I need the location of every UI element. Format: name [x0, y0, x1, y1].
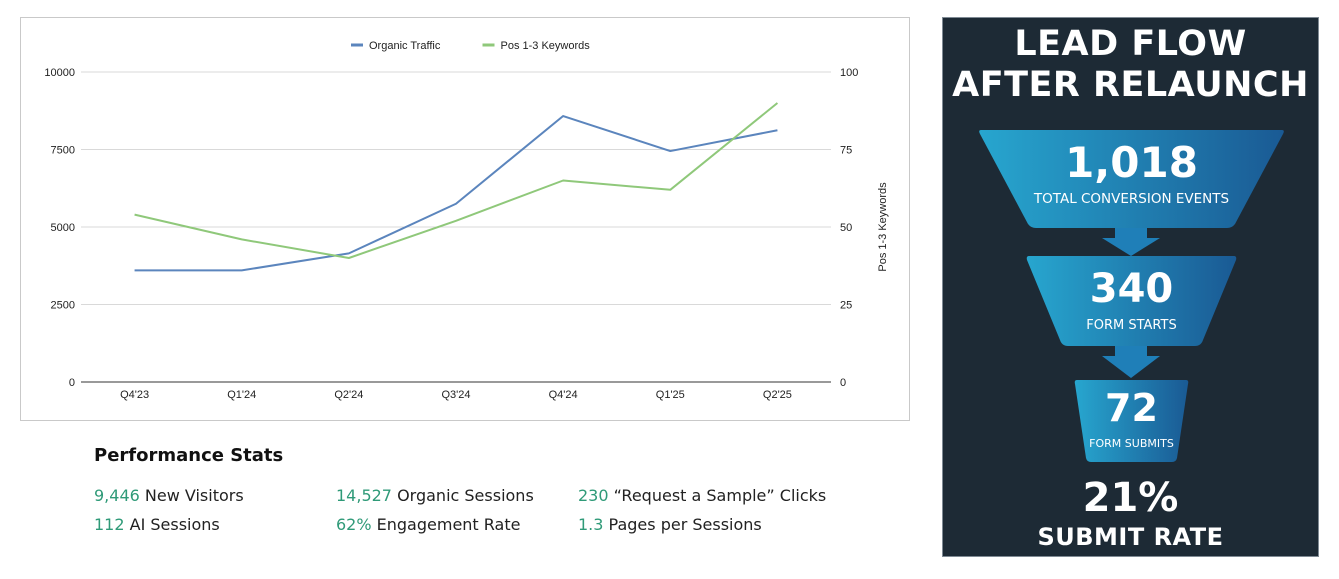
x-tick-label: Q4'23 [120, 389, 149, 401]
legend-label: Pos 1-3 Keywords [501, 40, 591, 52]
stage-value: 340 [1089, 266, 1174, 312]
y-left-tick-label: 0 [69, 377, 75, 389]
legend-label: Organic Traffic [369, 40, 441, 52]
submit-rate-value: 21% [1082, 475, 1179, 521]
stat-label: New Visitors [139, 486, 244, 505]
stat-sample-clicks: 230 “Request a Sample” Clicks [578, 486, 878, 505]
stat-value: 14,527 [336, 486, 392, 505]
y-right-tick-label: 0 [840, 377, 846, 389]
x-tick-label: Q1'24 [227, 389, 256, 401]
y-right-tick-label: 25 [840, 300, 852, 312]
y-left-tick-label: 2500 [51, 300, 75, 312]
x-tick-label: Q4'24 [549, 389, 578, 401]
stat-value: 1.3 [578, 515, 604, 534]
y-right-tick-label: 100 [840, 67, 858, 79]
line-chart: 0 2500 5000 7500 10000 0 25 50 75 100 Q4'23 Q1'24 Q2… [44, 40, 889, 401]
x-tick-label: Q2'24 [334, 389, 363, 401]
stat-label: Engagement Rate [371, 515, 521, 534]
stats-title: Performance Stats [94, 445, 284, 466]
funnel-title-line2: AFTER RELAUNCH [952, 65, 1309, 105]
stage-value: 1,018 [1065, 138, 1198, 187]
stage-label: FORM SUBMITS [1089, 437, 1174, 450]
y-left-tick-label: 10000 [44, 67, 75, 79]
y-left-tick-label: 7500 [51, 145, 75, 157]
stat-label: “Request a Sample” Clicks [608, 486, 827, 505]
stat-new-visitors: 9,446 New Visitors [94, 486, 336, 505]
x-tick-label: Q2'25 [763, 389, 792, 401]
performance-stats: Performance Stats 9,446 New Visitors 14,… [94, 445, 914, 534]
stage-label: FORM STARTS [1086, 318, 1177, 333]
stat-engagement-rate: 62% Engagement Rate [336, 515, 578, 534]
series-line-1 [134, 115, 778, 272]
y-right-tick-label: 50 [840, 222, 852, 234]
funnel-title: LEAD FLOW AFTER RELAUNCH [943, 24, 1318, 106]
stage-label: TOTAL CONVERSION EVENTS [1033, 191, 1230, 207]
arrow-1-head [1102, 238, 1160, 256]
stat-pages-per-session: 1.3 Pages per Sessions [578, 515, 878, 534]
stat-label: Pages per Sessions [603, 515, 762, 534]
stat-value: 230 [578, 486, 609, 505]
stat-value: 9,446 [94, 486, 140, 505]
stat-organic-sessions: 14,527 Organic Sessions [336, 486, 578, 505]
stat-value: 112 [94, 515, 125, 534]
y-left-tick-label: 5000 [51, 222, 75, 234]
arrow-2-head [1102, 356, 1160, 378]
x-tick-label: Q1'25 [656, 389, 685, 401]
stat-label: AI Sessions [124, 515, 220, 534]
stat-label: Organic Sessions [391, 486, 534, 505]
x-tick-label: Q3'24 [441, 389, 470, 401]
y-right-axis-title: Pos 1-3 Keywords [877, 182, 889, 272]
stage-value: 72 [1105, 386, 1158, 430]
submit-rate-label: SUBMIT RATE [1037, 523, 1224, 551]
funnel-stage-2-shape [1026, 256, 1237, 346]
funnel-graphic [979, 130, 1284, 462]
funnel-stage-3-shape [1074, 380, 1189, 462]
funnel-stage-1-shape [979, 130, 1284, 228]
y-right-tick-label: 75 [840, 145, 852, 157]
chart-panel: 0 2500 5000 7500 10000 0 25 50 75 100 Q4'23 Q1'24 Q2… [20, 17, 910, 421]
stats-grid: 9,446 New Visitors 14,527 Organic Sessio… [94, 486, 914, 534]
stat-ai-sessions: 112 AI Sessions [94, 515, 336, 534]
funnel-title-line1: LEAD FLOW [1014, 24, 1247, 64]
series-line-2 [134, 102, 779, 259]
stat-value: 62% [336, 515, 372, 534]
lead-flow-funnel: LEAD FLOW AFTER RELAUNCH 1,018 TOTAL CON… [942, 17, 1319, 557]
